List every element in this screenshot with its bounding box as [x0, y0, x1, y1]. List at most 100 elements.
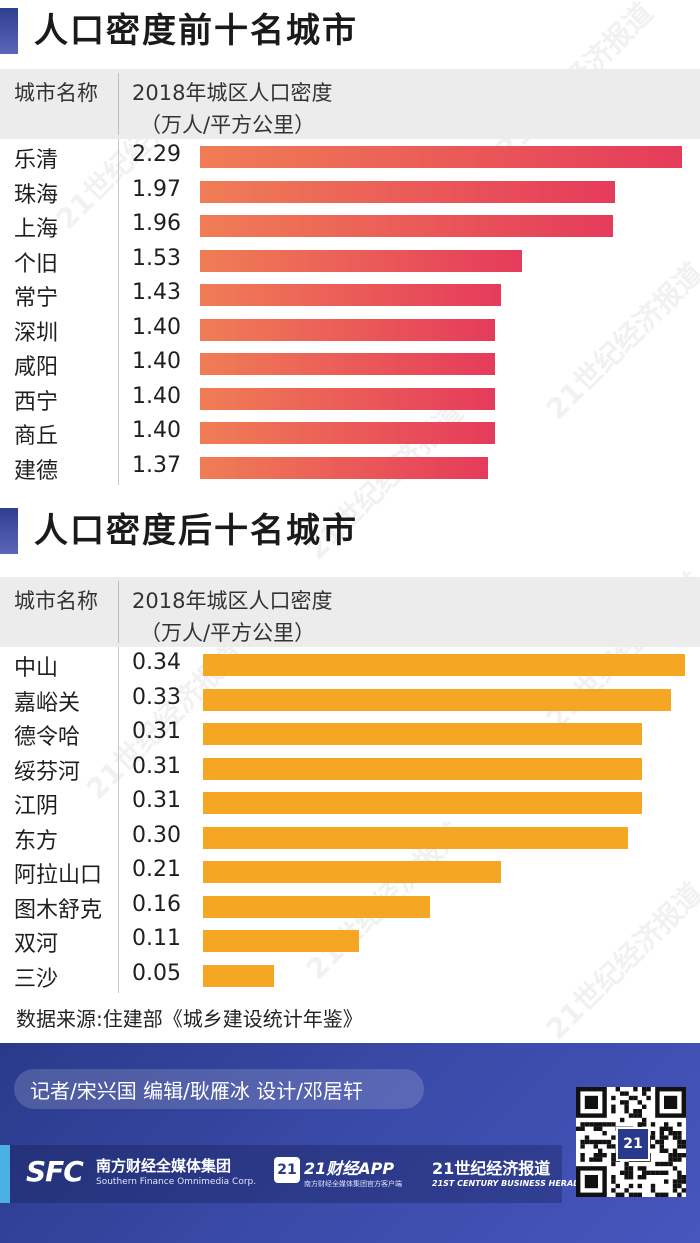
density-bar — [203, 792, 643, 814]
table-row: 西宁 1.40 — [0, 382, 700, 416]
density-value-label: 1.53 — [132, 245, 181, 271]
density-value-label: 0.30 — [132, 822, 181, 848]
qr-pattern-icon — [576, 1087, 686, 1197]
table-row: 图木舒克 0.16 — [0, 890, 700, 924]
density-bar — [203, 964, 274, 987]
column-divider — [118, 73, 119, 135]
density-value-label: 2.29 — [132, 142, 181, 167]
table-row: 江阴 0.31 — [0, 786, 700, 820]
column-divider — [118, 647, 119, 993]
city-name: 乐清 — [14, 148, 59, 173]
density-bar — [203, 930, 359, 952]
density-bar — [203, 757, 643, 780]
table-row: 东方 0.30 — [0, 821, 700, 855]
table-header-top: 城市名称 2018年城区人口密度 （万人/平方公里） — [0, 69, 700, 139]
sfc-name-cn: 南方财经全媒体集团 — [96, 1157, 232, 1175]
sfc-name-en: Southern Finance Omnimedia Corp. — [96, 1177, 257, 1187]
footer: 记者/宋兴国 编辑/耿雁冰 设计/邓居轩 SFC 南方财经全媒体集团 South… — [0, 1043, 700, 1243]
city-name: 双河 — [14, 932, 59, 957]
density-value-label: 0.31 — [132, 753, 181, 779]
column-header-unit: （万人/平方公里） — [140, 113, 316, 137]
density-value-label: 1.40 — [132, 383, 181, 409]
qr-logo-icon: 21 — [616, 1127, 650, 1161]
table-row: 三沙 0.05 — [0, 959, 700, 993]
app-name: 21财经APP — [304, 1159, 395, 1178]
city-name: 德令哈 — [14, 725, 81, 750]
herald-name-cn: 21世纪经济报道 — [432, 1159, 551, 1178]
table-header-bottom: 城市名称 2018年城区人口密度 （万人/平方公里） — [0, 577, 700, 647]
city-name: 珠海 — [14, 182, 59, 208]
density-value-label: 0.21 — [132, 857, 181, 882]
column-header-city: 城市名称 — [14, 589, 98, 613]
column-header-density: 2018年城区人口密度 — [132, 81, 333, 105]
density-value-label: 1.37 — [132, 452, 181, 478]
table-row: 双河 0.11 — [0, 924, 700, 958]
table-row: 常宁 1.43 — [0, 278, 700, 312]
density-bar — [203, 688, 671, 711]
table-row: 阿拉山口 0.21 — [0, 855, 700, 889]
density-bar — [200, 456, 489, 479]
density-bar — [200, 422, 495, 444]
table-row: 商丘 1.40 — [0, 416, 700, 450]
city-name: 绥芬河 — [14, 759, 81, 785]
credits-pill: 记者/宋兴国 编辑/耿雁冰 设计/邓居轩 — [14, 1069, 424, 1109]
city-name: 江阴 — [14, 794, 59, 819]
table-row: 珠海 1.97 — [0, 175, 700, 209]
density-bar — [203, 895, 430, 918]
table-row: 嘉峪关 0.33 — [0, 683, 700, 717]
density-bar — [200, 284, 501, 306]
table-row: 德令哈 0.31 — [0, 717, 700, 751]
density-value-label: 0.33 — [132, 684, 181, 710]
density-bar — [200, 249, 523, 272]
city-name: 上海 — [14, 217, 59, 242]
table-row: 中山 0.34 — [0, 648, 700, 682]
density-value-label: 0.31 — [132, 719, 181, 744]
density-bar — [200, 146, 682, 168]
column-header-unit: （万人/平方公里） — [140, 621, 316, 645]
section-title-top: 人口密度前十名城市 — [0, 2, 700, 62]
density-value-label: 1.40 — [132, 418, 181, 443]
city-name: 三沙 — [14, 966, 59, 992]
density-value-label: 1.97 — [132, 176, 181, 202]
density-bar — [200, 180, 615, 203]
city-name: 嘉峪关 — [14, 690, 81, 716]
city-name: 阿拉山口 — [14, 863, 103, 888]
table-row: 建德 1.37 — [0, 451, 700, 485]
sfc-logo: SFC — [26, 1155, 84, 1188]
density-value-label: 0.05 — [132, 960, 181, 986]
city-name: 图木舒克 — [14, 897, 103, 923]
section-title-bottom: 人口密度后十名城市 — [0, 502, 700, 562]
column-divider — [118, 139, 119, 485]
brand-accent — [0, 1145, 10, 1203]
page-title: 人口密度前十名城市 — [34, 11, 358, 51]
city-name: 中山 — [14, 656, 59, 681]
density-bar — [203, 654, 685, 676]
city-name: 咸阳 — [14, 355, 59, 380]
table-row: 深圳 1.40 — [0, 313, 700, 347]
column-divider — [118, 581, 119, 643]
data-source-note: 数据来源:住建部《城乡建设统计年鉴》 — [16, 1007, 363, 1031]
density-bar — [203, 723, 643, 745]
section-heading: 人口密度后十名城市 — [34, 511, 358, 551]
density-bar — [203, 861, 501, 883]
table-row: 上海 1.96 — [0, 209, 700, 243]
density-value-label: 1.96 — [132, 211, 181, 236]
title-accent-bar — [0, 8, 18, 54]
qr-code[interactable]: 21 — [576, 1087, 686, 1197]
app-subtitle: 南方财经全媒体集团官方客户端 — [304, 1180, 402, 1188]
density-bar — [200, 387, 495, 410]
city-name: 个旧 — [14, 251, 59, 277]
density-value-label: 0.31 — [132, 788, 181, 813]
table-row: 乐清 2.29 — [0, 140, 700, 174]
table-row: 绥芬河 0.31 — [0, 752, 700, 786]
column-header-density: 2018年城区人口密度 — [132, 589, 333, 613]
city-name: 建德 — [14, 458, 59, 484]
density-value-label: 1.40 — [132, 349, 181, 374]
city-name: 商丘 — [14, 424, 59, 449]
density-bar — [200, 353, 495, 375]
density-value-label: 0.34 — [132, 650, 181, 675]
density-value-label: 1.43 — [132, 280, 181, 305]
table-row: 咸阳 1.40 — [0, 347, 700, 381]
table-row: 个旧 1.53 — [0, 244, 700, 278]
city-name: 西宁 — [14, 389, 59, 415]
